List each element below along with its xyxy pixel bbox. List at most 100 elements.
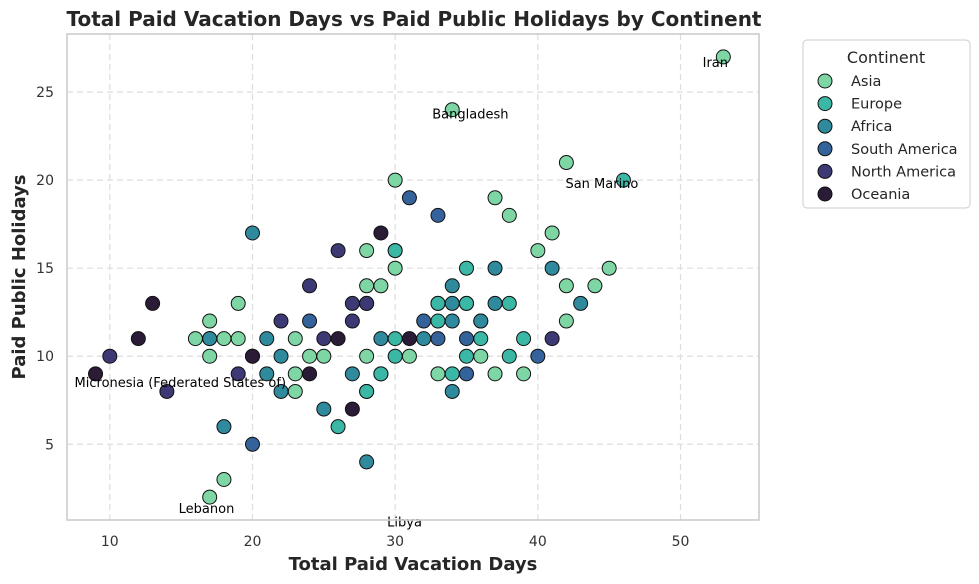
annotations: Iran Bangladesh San Marino Micronesia (Fede… — [75, 56, 728, 531]
data-point-europe — [459, 260, 475, 276]
data-point-asia — [359, 348, 375, 364]
data-point-oceania — [401, 331, 417, 347]
data-point-oceania — [330, 331, 346, 347]
data-point-asia — [501, 207, 517, 223]
data-point-oceania — [88, 366, 104, 382]
data-point-north-america — [344, 313, 360, 329]
legend-marker — [817, 96, 833, 112]
data-point-north-america — [330, 243, 346, 259]
legend-marker — [817, 73, 833, 89]
legend-marker — [817, 186, 833, 202]
data-point-south-america — [459, 366, 475, 382]
data-point-africa — [244, 225, 260, 241]
y-axis-label: Paid Public Holidays — [9, 174, 30, 379]
data-point-europe — [501, 295, 517, 311]
data-point-oceania — [373, 225, 389, 241]
legend: Continent Asia Europe Africa South America N… — [802, 39, 971, 209]
data-point-africa — [216, 419, 232, 435]
data-point-africa — [487, 295, 503, 311]
legend-label: Africa — [851, 119, 892, 135]
data-point-south-america — [530, 348, 546, 364]
annotation-label: Lebanon — [179, 502, 235, 517]
legend-marker — [817, 163, 833, 179]
data-point-asia — [316, 348, 332, 364]
data-point-africa — [444, 313, 460, 329]
data-point-africa — [544, 260, 560, 276]
data-point-north-america — [344, 295, 360, 311]
grid — [67, 34, 759, 520]
data-point-north-america — [544, 331, 560, 347]
data-point-asia — [359, 243, 375, 259]
data-point-north-america — [102, 348, 118, 364]
data-points — [88, 49, 731, 505]
y-tick-label: 25 — [36, 85, 54, 101]
data-point-africa — [487, 260, 503, 276]
data-point-asia — [430, 366, 446, 382]
data-point-asia — [302, 348, 318, 364]
data-point-africa — [444, 383, 460, 399]
data-point-africa — [444, 278, 460, 294]
data-point-asia — [444, 102, 460, 118]
data-point-south-america — [430, 207, 446, 223]
data-point-africa — [573, 295, 589, 311]
data-point-asia — [230, 331, 246, 347]
x-tick-label: 30 — [386, 534, 404, 550]
data-point-north-america — [273, 313, 289, 329]
data-point-europe — [387, 243, 403, 259]
data-point-africa — [273, 383, 289, 399]
annotation-label: Libya — [387, 516, 422, 531]
chart-title: Total Paid Vacation Days vs Paid Public … — [66, 7, 761, 31]
data-point-asia — [530, 243, 546, 259]
data-point-north-america — [302, 278, 318, 294]
data-point-europe — [459, 295, 475, 311]
data-point-asia — [202, 489, 218, 505]
data-point-asia — [373, 278, 389, 294]
data-point-asia — [202, 313, 218, 329]
annotation-label: Bangladesh — [432, 108, 508, 123]
legend-label: South America — [851, 142, 958, 158]
data-point-africa — [444, 295, 460, 311]
annotation-label: San Marino — [565, 177, 638, 192]
data-point-asia — [487, 366, 503, 382]
data-point-asia — [715, 49, 731, 65]
data-point-africa — [359, 454, 375, 470]
data-point-europe — [459, 348, 475, 364]
data-point-africa — [259, 366, 275, 382]
data-point-asia — [287, 366, 303, 382]
data-point-asia — [387, 172, 403, 188]
data-point-oceania — [244, 348, 260, 364]
data-point-asia — [187, 331, 203, 347]
data-point-asia — [287, 331, 303, 347]
data-point-oceania — [302, 366, 318, 382]
data-point-europe — [473, 331, 489, 347]
y-tick-label: 5 — [45, 437, 54, 453]
data-point-south-america — [430, 331, 446, 347]
x-tick-label: 20 — [244, 534, 262, 550]
data-point-asia — [287, 383, 303, 399]
data-point-europe — [373, 366, 389, 382]
data-point-asia — [487, 190, 503, 206]
data-point-asia — [202, 348, 218, 364]
data-point-oceania — [130, 331, 146, 347]
data-point-europe — [430, 295, 446, 311]
annotation-label: Micronesia (Federated States of) — [75, 376, 287, 391]
x-tick-label: 40 — [529, 534, 547, 550]
data-point-europe — [501, 348, 517, 364]
legend-marker — [817, 118, 833, 134]
data-point-europe — [516, 331, 532, 347]
y-tick-label: 20 — [36, 173, 54, 189]
legend-label: North America — [851, 164, 956, 180]
data-point-asia — [558, 155, 574, 171]
legend-label: Asia — [851, 74, 881, 90]
data-point-africa — [202, 331, 218, 347]
data-point-asia — [401, 348, 417, 364]
data-point-asia — [558, 313, 574, 329]
data-point-asia — [587, 278, 603, 294]
data-point-africa — [273, 348, 289, 364]
annotation-label: Iran — [703, 56, 728, 71]
data-point-asia — [544, 225, 560, 241]
data-point-africa — [316, 401, 332, 417]
data-point-asia — [473, 348, 489, 364]
y-tick-label: 10 — [36, 349, 54, 365]
